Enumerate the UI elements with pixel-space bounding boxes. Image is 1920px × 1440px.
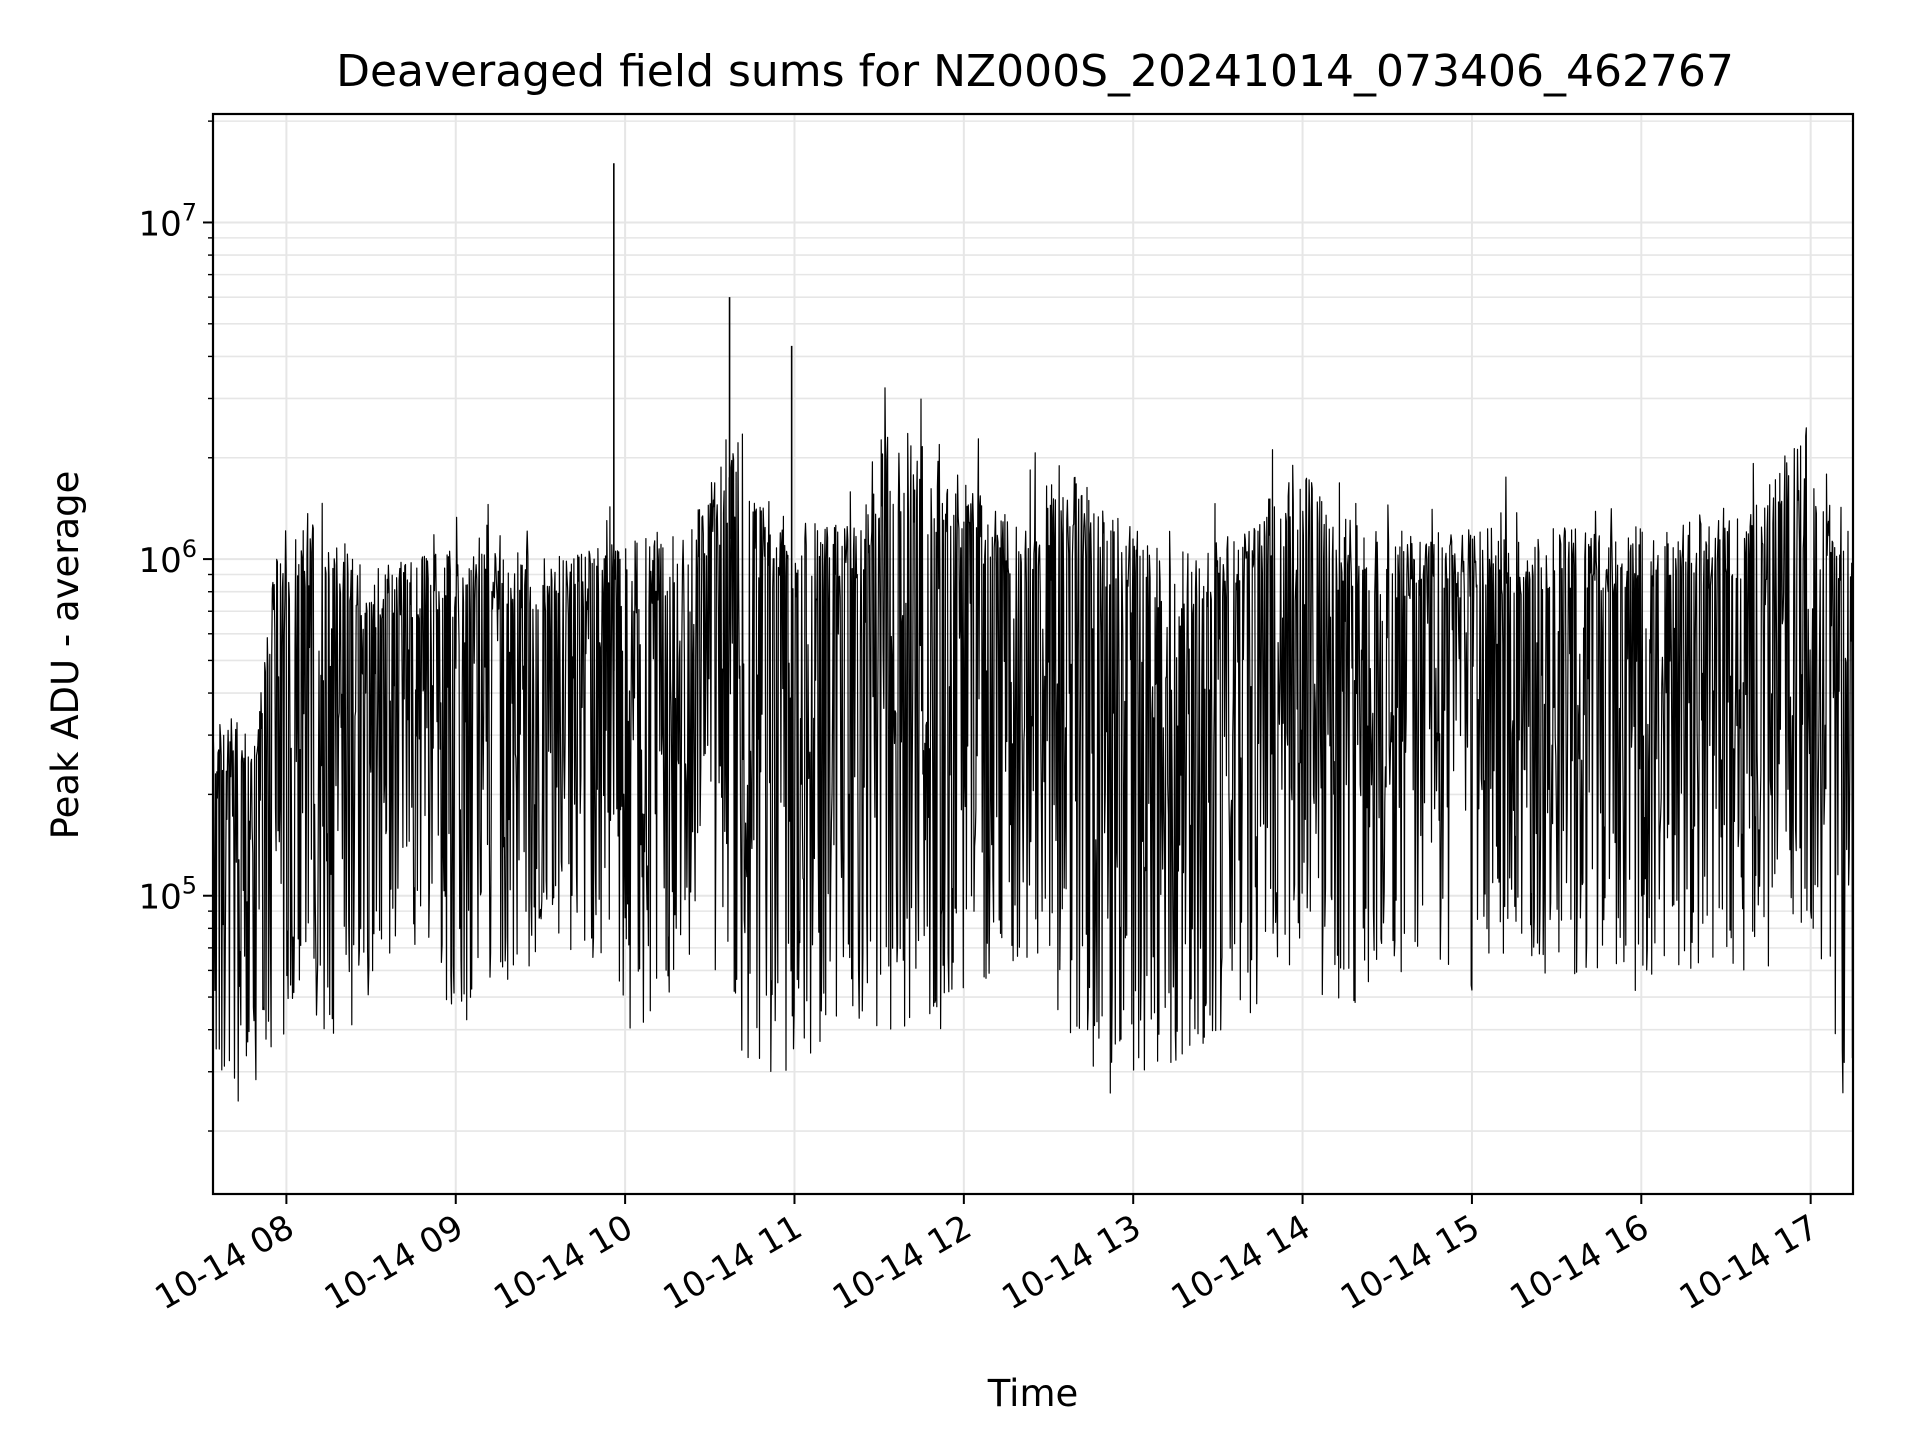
y-tick-label: 105: [138, 872, 197, 918]
x-axis: 10-14 08 10-14 09 10-14 10 10-14 11 10-14 12…: [148, 1194, 1825, 1318]
x-tick-label: 10-14 16: [1503, 1207, 1655, 1318]
series-group: [213, 163, 1853, 1102]
y-axis: 105 106 107: [138, 120, 213, 1132]
x-tick-label: 10-14 15: [1334, 1207, 1486, 1318]
x-tick-label: 10-14 08: [148, 1207, 300, 1318]
x-tick-label: 10-14 17: [1673, 1207, 1825, 1318]
x-tick-label: 10-14 09: [318, 1207, 470, 1318]
plot-area: [213, 163, 1853, 1102]
plot-frame: [211, 112, 1855, 1196]
x-tick-label: 10-14 10: [487, 1207, 639, 1318]
x-tick-label: 10-14 11: [657, 1207, 809, 1318]
y-tick-label: 106: [138, 535, 197, 581]
x-tick-label: 10-14 13: [995, 1207, 1147, 1318]
x-axis-label: Time: [987, 1372, 1079, 1415]
chart-title: Deaveraged field sums for NZ000S_2024101…: [336, 46, 1734, 97]
x-tick-label: 10-14 12: [826, 1207, 978, 1318]
series-line: [213, 387, 1853, 1102]
y-tick-label: 107: [138, 198, 197, 244]
x-tick-label: 10-14 14: [1165, 1207, 1317, 1318]
y-axis-label: Peak ADU - average: [44, 471, 87, 840]
